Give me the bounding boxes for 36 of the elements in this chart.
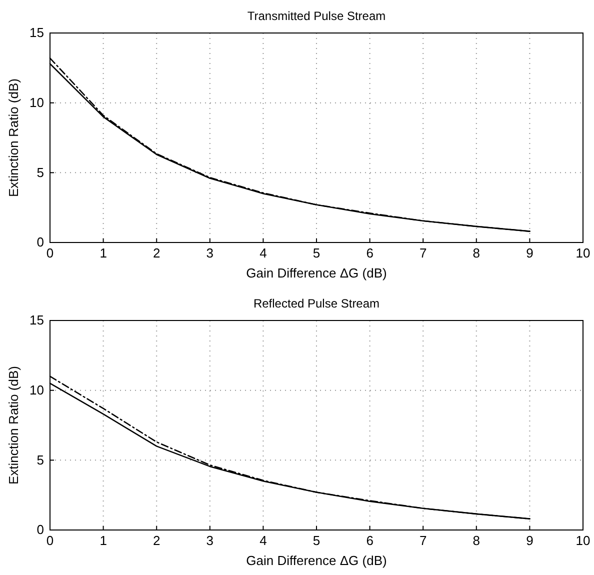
x-tick-label: 7: [419, 246, 427, 261]
y-tick-label: 10: [30, 94, 44, 110]
y-tick-label: 10: [30, 382, 44, 398]
x-tick-label: 2: [152, 246, 160, 261]
x-tick-label: 3: [206, 246, 214, 261]
y-axis-title: Extinction Ratio (dB): [6, 366, 21, 484]
x-tick-label: 6: [366, 533, 374, 548]
x-tick-label: 1: [100, 533, 107, 548]
chart-title: Transmitted Pulse Stream: [247, 9, 386, 23]
x-tick-label: 0: [46, 246, 54, 261]
x-tick-label: 9: [526, 533, 534, 548]
y-tick-label: 5: [36, 164, 44, 180]
x-tick-label: 9: [526, 246, 534, 261]
x-tick-label: 5: [312, 246, 320, 261]
y-tick-label: 15: [30, 312, 44, 328]
x-tick-label: 2: [152, 533, 160, 548]
x-tick-label: 4: [260, 533, 267, 548]
x-tick-label: 3: [206, 533, 214, 548]
x-tick-label: 0: [46, 533, 54, 548]
y-tick-label: 0: [36, 234, 44, 250]
x-tick-label: 10: [576, 533, 590, 548]
chart-title: Reflected Pulse Stream: [253, 296, 380, 310]
x-tick-label: 7: [419, 533, 427, 548]
x-tick-label: 6: [366, 246, 374, 261]
y-tick-label: 5: [36, 452, 44, 468]
x-tick-label: 10: [576, 246, 590, 261]
y-axis-title: Extinction Ratio (dB): [6, 78, 21, 197]
y-tick-label: 15: [30, 25, 44, 40]
x-tick-label: 5: [312, 533, 320, 548]
x-axis-title: Gain Difference ΔG (dB): [246, 266, 387, 280]
x-tick-label: 1: [100, 246, 107, 261]
x-tick-label: 8: [472, 533, 480, 548]
x-axis-title: Gain Difference ΔG (dB): [246, 553, 387, 568]
x-tick-label: 8: [472, 246, 480, 261]
x-tick-label: 4: [260, 246, 267, 261]
y-tick-label: 0: [36, 522, 44, 538]
